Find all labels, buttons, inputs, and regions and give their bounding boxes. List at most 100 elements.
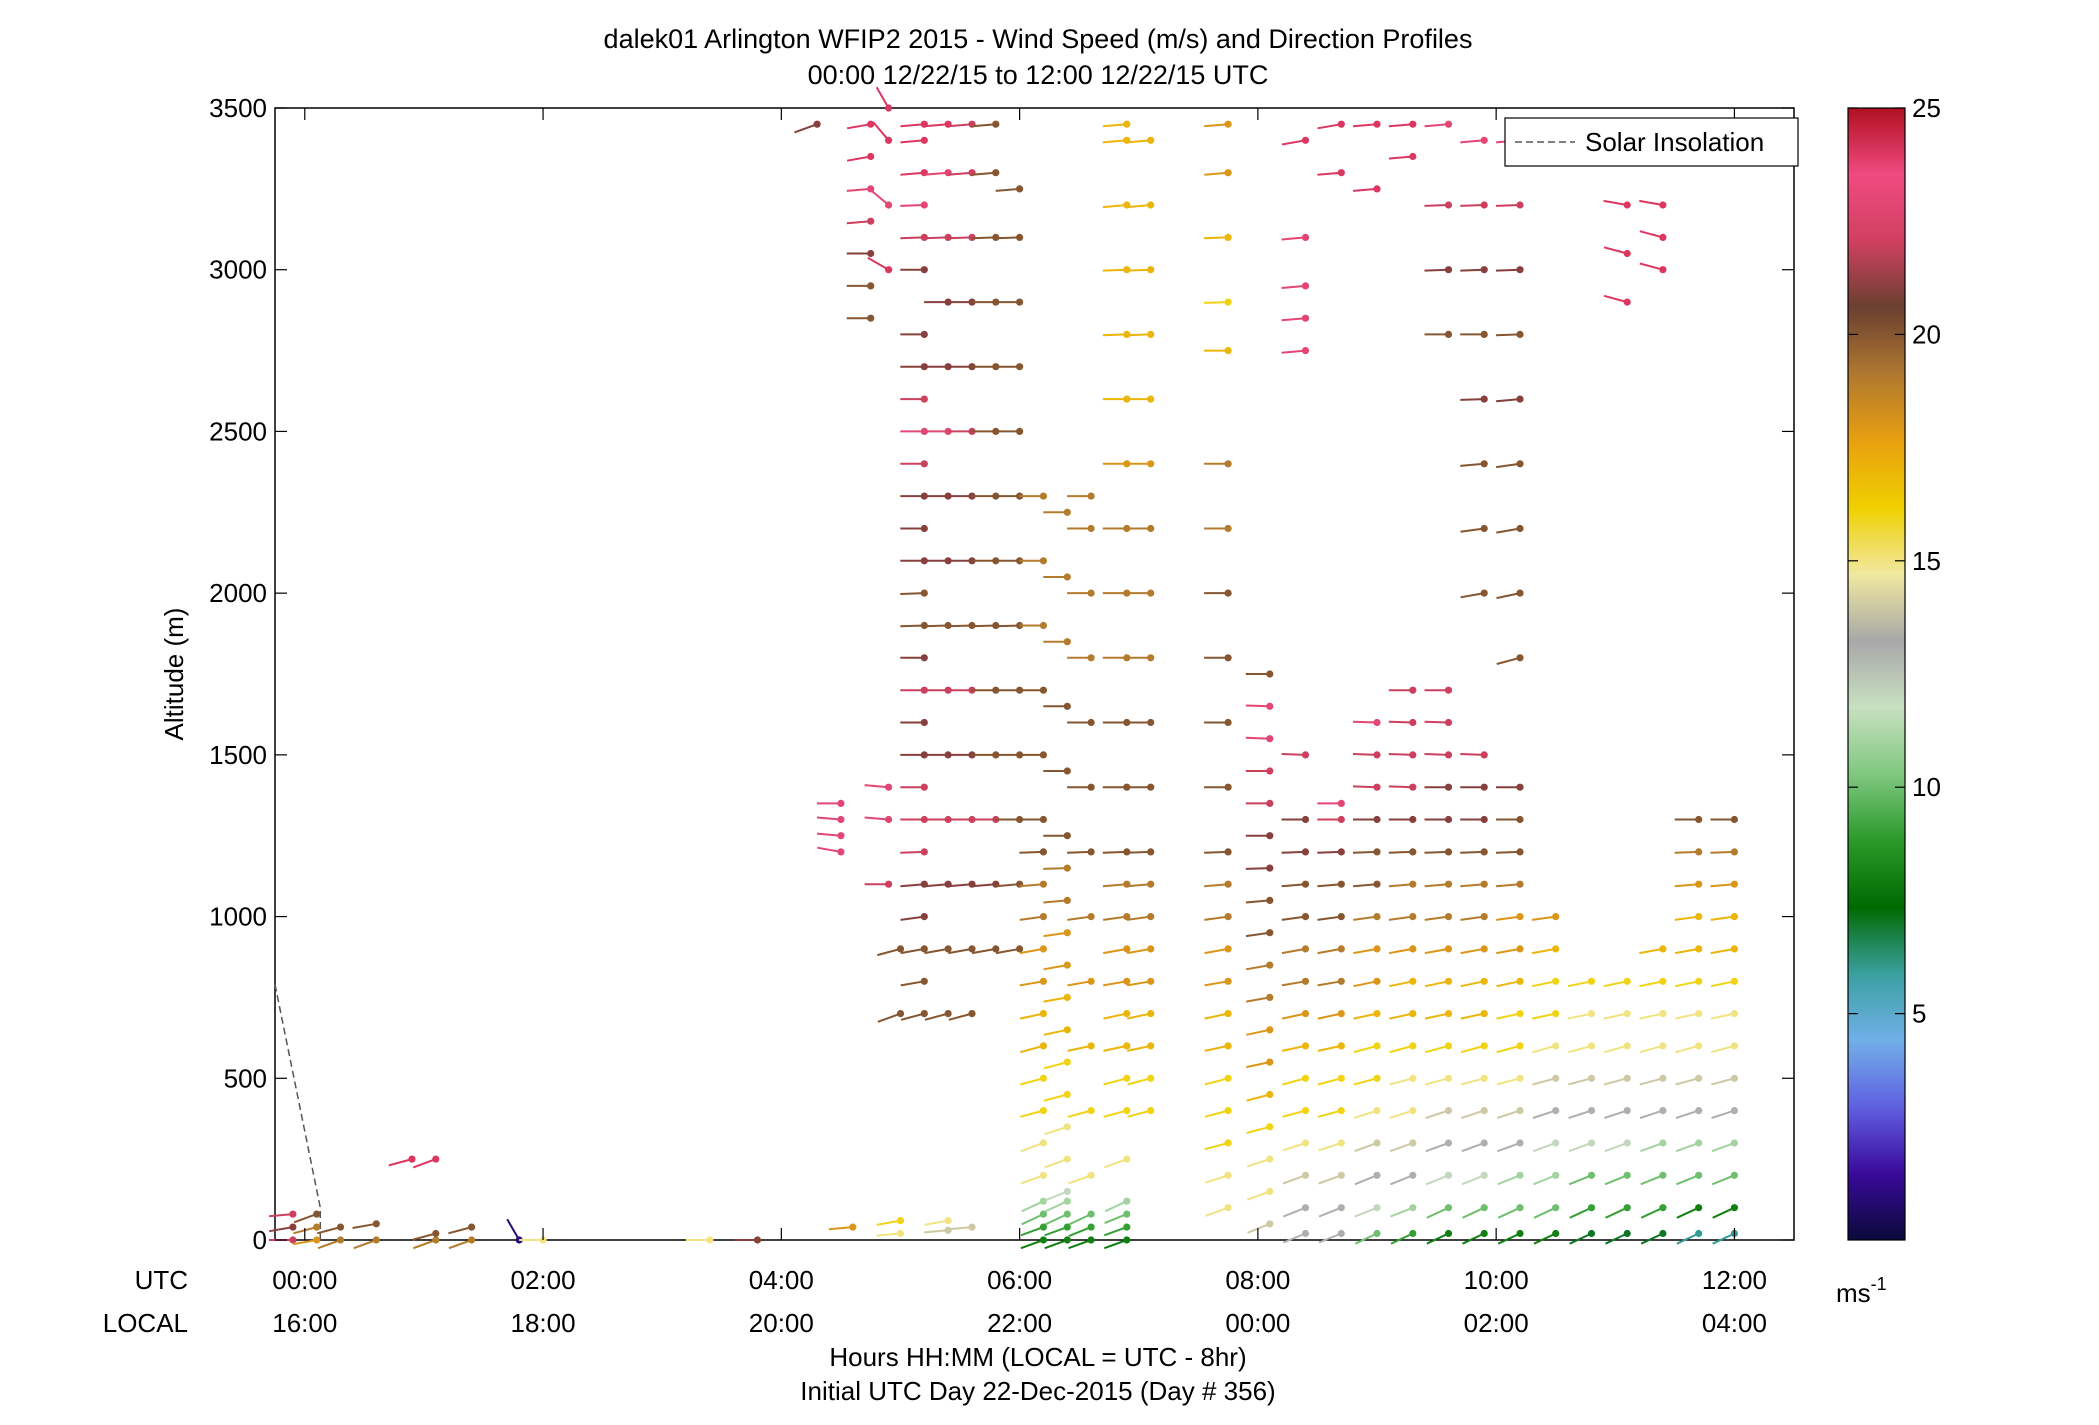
wind-vector-stem — [412, 1239, 437, 1250]
wind-vector-stem — [1205, 1206, 1229, 1217]
wind-vector-point — [1587, 1229, 1596, 1238]
wind-vector-point — [1552, 1139, 1560, 1147]
wind-vector-point — [1480, 460, 1488, 468]
wind-vector-point — [1123, 1010, 1131, 1018]
wind-vector-point — [1063, 961, 1071, 969]
wind-vector-stem — [1103, 947, 1127, 955]
wind-vector-point — [1087, 492, 1095, 500]
wind-vector-point — [1224, 848, 1232, 856]
wind-vector-stem — [1496, 1109, 1521, 1119]
wind-vector-point — [885, 880, 893, 888]
wind-vector-point — [1695, 815, 1703, 824]
wind-vector-stem — [1605, 1206, 1628, 1219]
wind-vector-point — [885, 201, 893, 209]
wind-vector-point — [1224, 120, 1232, 128]
wind-vector-point — [1373, 1229, 1381, 1238]
wind-vector-stem — [1640, 1206, 1664, 1219]
wind-vector-stem — [794, 123, 818, 134]
wind-vector-stem — [1424, 720, 1449, 724]
wind-vector-point — [753, 1236, 762, 1244]
wind-vector-stem — [1204, 171, 1229, 176]
wind-vector-stem — [352, 1222, 377, 1229]
wind-vector-point — [468, 1236, 476, 1244]
wind-vector-point — [1301, 880, 1310, 888]
wind-vector-point — [1659, 1139, 1667, 1147]
wind-vector-point — [1147, 654, 1155, 662]
wind-vector-stem — [1640, 1142, 1664, 1153]
wind-vector-stem — [1460, 139, 1485, 144]
plot-area — [274, 107, 1795, 1241]
wind-vector-point — [837, 799, 845, 808]
wind-vector-stem — [1067, 915, 1092, 921]
wind-vector-stem — [1710, 947, 1735, 955]
wind-vector-point — [1409, 686, 1417, 694]
wind-vector-stem — [1043, 996, 1068, 1003]
wind-vector-point — [1659, 1074, 1667, 1082]
wind-vector-point — [1730, 1074, 1738, 1082]
wind-vector-point — [1039, 751, 1047, 759]
wind-vector-stem — [1388, 753, 1413, 756]
wind-vector-point — [1266, 670, 1274, 678]
wind-vector-point — [1695, 1010, 1703, 1018]
wind-vector-stem — [900, 236, 925, 240]
wind-vector-stem — [1281, 139, 1306, 146]
wind-vector-point — [1224, 945, 1232, 953]
wind-vector-point — [920, 718, 928, 727]
wind-vector-point — [1373, 1204, 1381, 1212]
wind-vector-point — [1659, 1107, 1667, 1115]
wind-vector-point — [1695, 1042, 1703, 1050]
wind-vector-point — [1516, 783, 1524, 791]
wind-vector-point — [1480, 1229, 1488, 1238]
wind-vector-stem — [1568, 1044, 1592, 1054]
wind-vector-stem — [1317, 883, 1342, 888]
wind-vector-stem — [1425, 1142, 1449, 1153]
wind-vector-stem — [1567, 1012, 1592, 1020]
wind-vector-point — [1480, 848, 1488, 856]
wind-vector-stem — [1710, 850, 1735, 854]
wind-vector-point — [1373, 1010, 1381, 1018]
wind-vector-point — [867, 152, 875, 161]
wind-vector-stem — [1531, 980, 1556, 988]
wind-vector-stem — [1127, 1109, 1151, 1118]
wind-vector-point — [1224, 913, 1232, 921]
wind-vector-stem — [1424, 980, 1449, 988]
wind-vector-point — [1087, 654, 1095, 662]
wind-vector-stem — [412, 1232, 437, 1241]
wind-vector-stem — [1353, 1044, 1378, 1054]
wind-vector-stem — [1388, 947, 1413, 955]
wind-vector-stem — [1204, 883, 1229, 888]
wind-vector-stem — [1710, 1044, 1735, 1054]
wind-vector-point — [849, 1223, 857, 1231]
wind-vector-stem — [1353, 187, 1378, 192]
wind-vector-point — [1480, 1042, 1488, 1050]
wind-vector-stem — [1281, 915, 1306, 921]
wind-vector-stem — [1281, 980, 1306, 987]
wind-vector-stem — [1605, 1232, 1628, 1245]
wind-vector-stem — [1068, 1213, 1092, 1226]
wind-vector-stem — [924, 947, 949, 955]
wind-vector-point — [1730, 848, 1738, 856]
wind-vector-stem — [1102, 883, 1127, 888]
x-tick-label-utc: 10:00 — [1464, 1265, 1529, 1295]
wind-vector-stem — [1043, 964, 1068, 971]
wind-vector-stem — [1126, 333, 1151, 337]
wind-vector-point — [1224, 589, 1232, 597]
wind-vector-stem — [876, 1232, 901, 1237]
wind-vector-point — [1659, 945, 1667, 953]
wind-vector-stem — [1424, 850, 1449, 854]
wind-vector-point — [1301, 136, 1310, 144]
wind-vector-point — [1730, 880, 1738, 888]
wind-vector-point — [1087, 783, 1095, 791]
wind-vector-stem — [846, 123, 871, 130]
wind-vector-point — [1224, 1042, 1232, 1050]
wind-vector-point — [1516, 945, 1524, 953]
wind-vector-point — [1039, 913, 1047, 921]
wind-vectors — [268, 86, 1738, 1250]
x-axis-label-day: Initial UTC Day 22-Dec-2015 (Day # 356) — [800, 1376, 1275, 1406]
wind-vector-point — [968, 1223, 976, 1231]
wind-vector-point — [1147, 395, 1155, 403]
wind-vector-stem — [269, 1226, 294, 1233]
wind-vector-point — [1695, 977, 1703, 985]
wind-vector-point — [992, 169, 1000, 177]
